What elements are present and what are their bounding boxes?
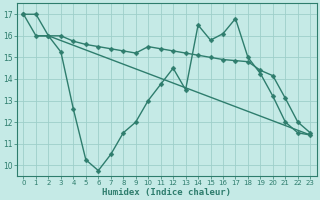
X-axis label: Humidex (Indice chaleur): Humidex (Indice chaleur) xyxy=(102,188,231,197)
